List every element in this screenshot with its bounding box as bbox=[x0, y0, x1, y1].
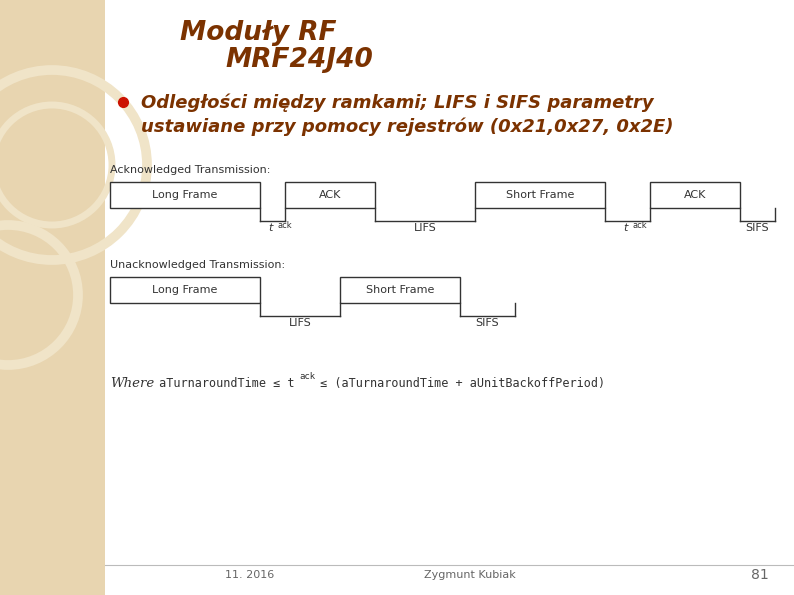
Bar bbox=[285, 182, 375, 208]
Text: 11. 2016: 11. 2016 bbox=[225, 570, 275, 580]
Bar bbox=[0, 0, 105, 595]
Text: aTurnaroundTime ≤ t: aTurnaroundTime ≤ t bbox=[152, 377, 295, 390]
Text: Zygmunt Kubiak: Zygmunt Kubiak bbox=[424, 570, 516, 580]
Text: Short Frame: Short Frame bbox=[366, 285, 434, 295]
Text: ACK: ACK bbox=[684, 190, 706, 200]
Text: LIFS: LIFS bbox=[289, 318, 311, 328]
Text: Acknowledged Transmission:: Acknowledged Transmission: bbox=[110, 165, 271, 175]
Text: MRF24J40: MRF24J40 bbox=[225, 47, 373, 73]
Text: 81: 81 bbox=[751, 568, 769, 582]
Text: ack: ack bbox=[633, 221, 647, 230]
Text: Unacknowledged Transmission:: Unacknowledged Transmission: bbox=[110, 260, 285, 270]
Bar bbox=[110, 182, 260, 208]
Text: Short Frame: Short Frame bbox=[506, 190, 574, 200]
Text: Where: Where bbox=[110, 377, 154, 390]
Text: Long Frame: Long Frame bbox=[152, 190, 218, 200]
Text: SIFS: SIFS bbox=[746, 223, 769, 233]
Bar bbox=[110, 277, 260, 303]
Text: ack: ack bbox=[299, 372, 315, 381]
Text: ack: ack bbox=[277, 221, 292, 230]
Text: t: t bbox=[268, 223, 272, 233]
Text: Long Frame: Long Frame bbox=[152, 285, 218, 295]
Text: ustawiane przy pomocy rejestrów (0x21,0x27, 0x2E): ustawiane przy pomocy rejestrów (0x21,0x… bbox=[141, 118, 673, 136]
Bar bbox=[340, 277, 460, 303]
Text: Moduły RF: Moduły RF bbox=[180, 20, 337, 46]
Bar bbox=[650, 182, 740, 208]
Text: ≤ (aTurnaroundTime + aUnitBackoffPeriod): ≤ (aTurnaroundTime + aUnitBackoffPeriod) bbox=[313, 377, 605, 390]
Text: LIFS: LIFS bbox=[414, 223, 437, 233]
Text: ACK: ACK bbox=[319, 190, 341, 200]
Text: t: t bbox=[623, 223, 628, 233]
Text: SIFS: SIFS bbox=[476, 318, 499, 328]
Bar bbox=[475, 182, 605, 208]
Text: Odległości między ramkami; LIFS i SIFS parametry: Odległości między ramkami; LIFS i SIFS p… bbox=[141, 94, 653, 112]
